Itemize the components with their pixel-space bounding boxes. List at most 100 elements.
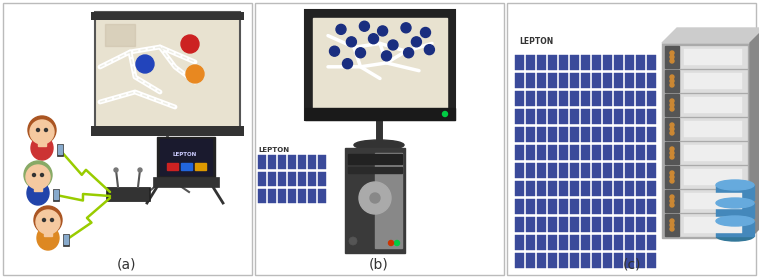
Bar bbox=[548, 55, 557, 70]
Bar bbox=[592, 217, 601, 232]
Bar bbox=[581, 145, 590, 160]
Circle shape bbox=[670, 151, 674, 155]
Bar bbox=[537, 235, 546, 250]
Bar bbox=[515, 235, 524, 250]
Bar bbox=[684, 49, 742, 65]
Bar bbox=[195, 163, 206, 170]
Circle shape bbox=[114, 168, 118, 172]
Bar bbox=[570, 91, 579, 106]
Circle shape bbox=[424, 45, 434, 55]
Bar bbox=[44, 230, 52, 236]
Bar bbox=[647, 253, 656, 268]
Bar bbox=[684, 121, 742, 137]
Bar bbox=[308, 172, 316, 186]
Bar bbox=[537, 127, 546, 142]
Circle shape bbox=[342, 59, 352, 69]
Bar bbox=[559, 55, 568, 70]
Circle shape bbox=[670, 75, 674, 79]
Bar bbox=[53, 189, 59, 201]
Bar bbox=[625, 181, 634, 196]
Bar bbox=[684, 73, 742, 89]
Text: LEPTON: LEPTON bbox=[258, 147, 289, 153]
Bar bbox=[570, 181, 579, 196]
Circle shape bbox=[377, 26, 388, 36]
Circle shape bbox=[670, 59, 674, 63]
Ellipse shape bbox=[27, 181, 49, 205]
Bar bbox=[647, 73, 656, 88]
Bar bbox=[278, 172, 286, 186]
Circle shape bbox=[359, 182, 391, 214]
Bar bbox=[526, 199, 535, 214]
Bar bbox=[288, 172, 296, 186]
Bar bbox=[570, 199, 579, 214]
Circle shape bbox=[670, 103, 674, 107]
Bar bbox=[298, 189, 306, 203]
Bar bbox=[91, 126, 244, 136]
Circle shape bbox=[395, 240, 399, 245]
Bar bbox=[665, 142, 679, 164]
Bar bbox=[665, 46, 747, 68]
Bar bbox=[548, 73, 557, 88]
Bar bbox=[559, 181, 568, 196]
Bar bbox=[507, 3, 756, 275]
Bar bbox=[592, 145, 601, 160]
Circle shape bbox=[28, 116, 56, 144]
Circle shape bbox=[670, 219, 674, 223]
Ellipse shape bbox=[354, 140, 404, 150]
Bar bbox=[665, 166, 747, 188]
Bar bbox=[548, 145, 557, 160]
Bar bbox=[288, 189, 296, 203]
Bar bbox=[625, 145, 634, 160]
Bar bbox=[570, 145, 579, 160]
Bar bbox=[34, 185, 42, 191]
Bar bbox=[636, 235, 645, 250]
Circle shape bbox=[670, 203, 674, 207]
Bar bbox=[348, 167, 402, 173]
Bar bbox=[603, 109, 612, 124]
Bar bbox=[684, 97, 742, 113]
Circle shape bbox=[40, 173, 43, 177]
Bar bbox=[647, 199, 656, 214]
Bar bbox=[603, 91, 612, 106]
Bar bbox=[515, 217, 524, 232]
Bar bbox=[647, 127, 656, 142]
Bar bbox=[716, 221, 754, 236]
Bar bbox=[537, 217, 546, 232]
Bar bbox=[592, 181, 601, 196]
Bar bbox=[106, 187, 150, 201]
Bar bbox=[636, 55, 645, 70]
Bar bbox=[526, 253, 535, 268]
Text: LEPTON: LEPTON bbox=[519, 38, 553, 46]
Circle shape bbox=[26, 165, 50, 189]
Ellipse shape bbox=[716, 180, 754, 190]
Bar bbox=[515, 253, 524, 268]
Bar bbox=[614, 199, 623, 214]
Bar bbox=[526, 145, 535, 160]
Bar bbox=[515, 73, 524, 88]
Bar bbox=[537, 253, 546, 268]
Circle shape bbox=[670, 79, 674, 83]
Bar bbox=[665, 70, 747, 92]
Bar bbox=[288, 155, 296, 169]
Bar bbox=[592, 253, 601, 268]
Bar bbox=[684, 145, 742, 161]
Circle shape bbox=[670, 171, 674, 175]
Bar bbox=[345, 148, 405, 253]
Circle shape bbox=[136, 55, 154, 73]
Bar bbox=[614, 145, 623, 160]
Circle shape bbox=[670, 51, 674, 55]
Bar bbox=[268, 189, 276, 203]
Bar bbox=[105, 24, 135, 46]
Bar bbox=[255, 3, 504, 275]
Bar bbox=[515, 109, 524, 124]
Bar bbox=[636, 253, 645, 268]
Bar bbox=[537, 109, 546, 124]
Circle shape bbox=[411, 37, 421, 47]
Bar bbox=[375, 153, 402, 248]
Circle shape bbox=[43, 219, 46, 222]
Bar bbox=[636, 127, 645, 142]
Bar bbox=[570, 163, 579, 178]
Bar bbox=[625, 127, 634, 142]
Bar bbox=[625, 109, 634, 124]
Circle shape bbox=[670, 55, 674, 59]
